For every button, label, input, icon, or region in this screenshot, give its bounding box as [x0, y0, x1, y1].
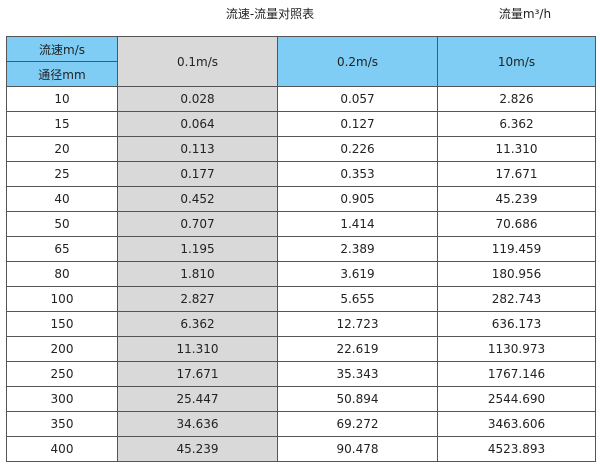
flow-cell: 2.389 — [277, 236, 438, 262]
flow-cell: 1.195 — [117, 236, 278, 262]
table-title: 流速-流量对照表 — [225, 7, 315, 21]
table-row: 150 6.362 12.723 636.173 — [6, 311, 596, 337]
diameter-cell: 100 — [6, 286, 118, 312]
diameter-label: 通径mm — [6, 61, 118, 87]
flow-cell: 25.447 — [117, 386, 278, 412]
flow-cell: 636.173 — [437, 311, 596, 337]
table-row: 400 45.239 90.478 4523.893 — [6, 436, 596, 462]
flow-cell: 0.064 — [117, 111, 278, 137]
flow-cell: 6.362 — [437, 111, 596, 137]
flow-cell: 70.686 — [437, 211, 596, 237]
flow-cell: 1.414 — [277, 211, 438, 237]
diameter-cell: 40 — [6, 186, 118, 212]
column-header: 10m/s — [437, 36, 596, 87]
table-row: 40 0.452 0.905 45.239 — [6, 186, 596, 212]
diameter-cell: 300 — [6, 386, 118, 412]
flow-cell: 180.956 — [437, 261, 596, 287]
flow-cell: 2544.690 — [437, 386, 596, 412]
flow-cell: 2.826 — [437, 86, 596, 112]
flow-cell: 0.905 — [277, 186, 438, 212]
diameter-cell: 20 — [6, 136, 118, 162]
flow-cell: 69.272 — [277, 411, 438, 437]
flow-cell: 0.177 — [117, 161, 278, 187]
diameter-cell: 80 — [6, 261, 118, 287]
flow-cell: 119.459 — [437, 236, 596, 262]
flow-cell: 3.619 — [277, 261, 438, 287]
diameter-cell: 400 — [6, 436, 118, 462]
flow-cell: 6.362 — [117, 311, 278, 337]
flow-cell: 4523.893 — [437, 436, 596, 462]
flow-cell: 1767.146 — [437, 361, 596, 387]
flow-cell: 90.478 — [277, 436, 438, 462]
flow-cell: 0.028 — [117, 86, 278, 112]
column-header: 0.1m/s — [117, 36, 278, 87]
flow-table: 流速m/s 0.1m/s 0.2m/s 10m/s 通径mm 10 0.028 0.… — [6, 36, 596, 462]
velocity-label: 流速m/s — [6, 36, 118, 62]
diameter-cell: 250 — [6, 361, 118, 387]
flow-cell: 0.452 — [117, 186, 278, 212]
table-row: 65 1.195 2.389 119.459 — [6, 236, 596, 262]
flow-cell: 1130.973 — [437, 336, 596, 362]
flow-cell: 0.353 — [277, 161, 438, 187]
diameter-cell: 350 — [6, 411, 118, 437]
diameter-cell: 150 — [6, 311, 118, 337]
diameter-cell: 10 — [6, 86, 118, 112]
table-row: 20 0.113 0.226 11.310 — [6, 136, 596, 162]
flow-cell: 17.671 — [117, 361, 278, 387]
table-row: 350 34.636 69.272 3463.606 — [6, 411, 596, 437]
flow-cell: 35.343 — [277, 361, 438, 387]
table-row: 15 0.064 0.127 6.362 — [6, 111, 596, 137]
flow-cell: 11.310 — [437, 136, 596, 162]
table-row: 80 1.810 3.619 180.956 — [6, 261, 596, 287]
flow-cell: 22.619 — [277, 336, 438, 362]
flow-cell: 12.723 — [277, 311, 438, 337]
table-row: 300 25.447 50.894 2544.690 — [6, 386, 596, 412]
table-row: 10 0.028 0.057 2.826 — [6, 86, 596, 112]
flow-cell: 0.707 — [117, 211, 278, 237]
flow-cell: 50.894 — [277, 386, 438, 412]
table-row: 200 11.310 22.619 1130.973 — [6, 336, 596, 362]
flow-cell: 0.226 — [277, 136, 438, 162]
flow-cell: 17.671 — [437, 161, 596, 187]
diameter-cell: 50 — [6, 211, 118, 237]
flow-cell: 282.743 — [437, 286, 596, 312]
flow-cell: 34.636 — [117, 411, 278, 437]
flow-cell: 45.239 — [117, 436, 278, 462]
flow-cell: 3463.606 — [437, 411, 596, 437]
flow-cell: 45.239 — [437, 186, 596, 212]
diameter-cell: 200 — [6, 336, 118, 362]
column-header: 0.2m/s — [277, 36, 438, 87]
flow-cell: 1.810 — [117, 261, 278, 287]
flow-cell: 0.057 — [277, 86, 438, 112]
table-row: 50 0.707 1.414 70.686 — [6, 211, 596, 237]
unit-note: 流量m³/h — [498, 7, 552, 21]
flow-cell: 11.310 — [117, 336, 278, 362]
table-row: 250 17.671 35.343 1767.146 — [6, 361, 596, 387]
flow-cell: 0.127 — [277, 111, 438, 137]
diameter-cell: 15 — [6, 111, 118, 137]
flow-cell: 2.827 — [117, 286, 278, 312]
flow-cell: 0.113 — [117, 136, 278, 162]
flow-cell: 5.655 — [277, 286, 438, 312]
table-row: 100 2.827 5.655 282.743 — [6, 286, 596, 312]
diameter-cell: 65 — [6, 236, 118, 262]
diameter-cell: 25 — [6, 161, 118, 187]
table-row: 25 0.177 0.353 17.671 — [6, 161, 596, 187]
